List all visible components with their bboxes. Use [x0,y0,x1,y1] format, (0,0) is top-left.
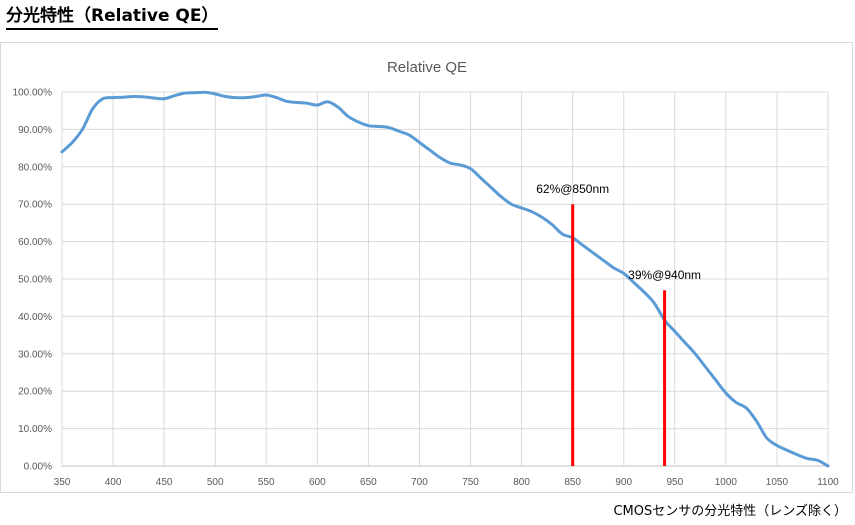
x-tick-label: 650 [360,477,377,488]
x-tick-label: 1050 [766,477,789,488]
x-axis-ticks: 350 400 450 500 550 600 650 700 750 800 850 900 950 1… [54,477,840,488]
y-tick-label: 70.00% [18,200,52,211]
x-tick-label: 400 [105,477,122,488]
page-heading: 分光特性（Relative QE） [6,5,219,30]
wavelength-marker-label: 62%@850nm [536,182,609,196]
x-tick-label: 950 [666,477,683,488]
relative-qe-series-line [60,90,830,468]
grid-layer [61,91,829,467]
x-tick-label: 450 [156,477,173,488]
x-tick-label: 1000 [715,477,738,488]
wavelength-marker-label: 39%@940nm [628,268,701,282]
x-tick-label: 750 [462,477,479,488]
y-tick-label: 100.00% [13,88,53,99]
chart-frame [0,42,853,493]
x-tick-label: 500 [207,477,224,488]
x-tick-label: 550 [258,477,275,488]
y-tick-label: 40.00% [18,312,52,323]
y-tick-label: 20.00% [18,387,52,398]
annotation-layer: 62%@850nm 39%@940nm [536,182,701,466]
y-tick-label: 80.00% [18,162,52,173]
y-tick-label: 0.00% [24,462,52,473]
x-tick-label: 800 [513,477,530,488]
figure-caption: CMOSセンサの分光特性（レンズ除く） [613,504,847,519]
y-tick-label: 10.00% [18,424,52,435]
chart-title: Relative QE [387,59,467,76]
x-tick-label: 700 [411,477,428,488]
y-tick-label: 50.00% [18,275,52,286]
x-tick-label: 1100 [817,477,839,488]
y-tick-label: 60.00% [18,237,52,248]
y-axis-ticks: 0.00% 10.00% 20.00% 30.00% 40.00% 50.00% 60.00… [13,88,53,473]
x-tick-label: 350 [54,477,71,488]
x-tick-label: 600 [309,477,326,488]
x-tick-label: 900 [615,477,632,488]
x-tick-label: 850 [564,477,581,488]
y-tick-label: 30.00% [18,349,52,360]
y-tick-label: 90.00% [18,125,52,136]
series-layer [60,90,830,468]
